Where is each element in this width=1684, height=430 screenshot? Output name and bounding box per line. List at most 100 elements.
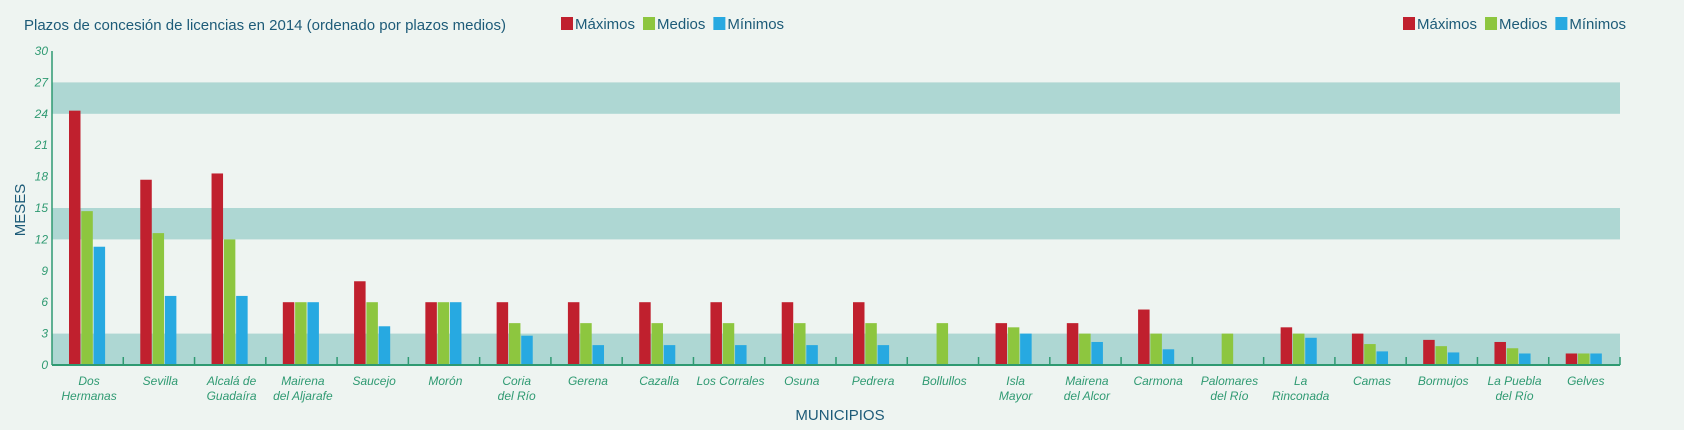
- x-tick-label: Morón: [428, 374, 462, 388]
- bar-medios: [1007, 327, 1020, 365]
- bar-medios: [437, 302, 450, 365]
- legend-label: Medios: [657, 16, 705, 33]
- x-tick-label: Bormujos: [1418, 374, 1469, 388]
- legend-right: Máximos Medios Mínimos: [1403, 16, 1626, 33]
- legend-label: Máximos: [575, 16, 635, 33]
- bar-máximos: [853, 302, 865, 365]
- bar-medios: [794, 323, 806, 365]
- bar-mínimos: [378, 326, 391, 365]
- x-tick-label: Isla Mayor: [999, 374, 1033, 403]
- x-tick-label: Osuna: [784, 374, 820, 388]
- y-tick-label: 24: [34, 107, 49, 121]
- legend-swatch: [561, 17, 573, 30]
- grid-bands: [52, 82, 1620, 365]
- bar-máximos: [995, 323, 1008, 365]
- x-axis-label: MUNICIPIOS: [795, 407, 884, 424]
- bar-mínimos: [449, 302, 462, 365]
- bar-mínimos: [1020, 333, 1032, 365]
- bar-máximos: [69, 110, 81, 365]
- y-tick-label: 21: [34, 138, 48, 152]
- bar-máximos: [282, 302, 295, 365]
- bar-máximos: [1494, 341, 1506, 365]
- bar-medios: [1150, 333, 1162, 365]
- bar-máximos: [1280, 327, 1293, 365]
- x-tick-label: La Puebla del Río: [1487, 374, 1541, 403]
- bar-medios: [580, 323, 592, 365]
- bar-mínimos: [1091, 341, 1103, 365]
- bars: [69, 110, 1602, 365]
- x-tick-label: Los Corrales: [696, 374, 764, 388]
- bar-máximos: [1351, 333, 1364, 365]
- legend-left: Máximos Medios Mínimos: [561, 16, 784, 33]
- y-axis-ticks: 0 3 6 9 12 15 18 21 24 27 30: [34, 44, 50, 372]
- bar-máximos: [639, 302, 651, 365]
- y-tick-label: 3: [41, 327, 48, 341]
- x-tick-label: Saucejo: [352, 374, 396, 388]
- grid-band: [52, 208, 1620, 240]
- bar-medios: [1079, 333, 1091, 365]
- x-tick-label: Palomares del Río: [1201, 374, 1258, 403]
- grid-band: [52, 82, 1620, 114]
- x-tick-label: Cazalla: [639, 374, 679, 388]
- bar-mínimos: [1162, 349, 1175, 365]
- x-tick-label: Alcalá de Guadaíra: [206, 374, 257, 403]
- grid-band: [52, 270, 1620, 303]
- bar-medios: [295, 302, 307, 365]
- bar-máximos: [1138, 309, 1150, 365]
- bar-mínimos: [1590, 353, 1602, 365]
- y-tick-label: 0: [41, 358, 48, 372]
- legend-label: Mínimos: [1569, 16, 1626, 33]
- x-tick-label: Camas: [1353, 374, 1391, 388]
- bar-mínimos: [592, 345, 605, 365]
- bar-máximos: [567, 302, 580, 365]
- legend-label: Máximos: [1417, 16, 1477, 33]
- bar-máximos: [710, 302, 722, 365]
- bar-mínimos: [521, 335, 533, 365]
- x-tick-label: Sevilla: [143, 374, 179, 388]
- bar-mínimos: [1376, 351, 1389, 365]
- bar-medios: [1435, 346, 1447, 365]
- bar-máximos: [496, 302, 509, 365]
- axes: [51, 51, 1621, 366]
- x-tick-label: Dos Hermanas: [61, 374, 116, 403]
- x-axis-ticks: Dos Hermanas Sevilla Alcalá de Guadaíra Maire…: [61, 374, 1604, 403]
- bar-mínimos: [877, 345, 890, 365]
- bar-máximos: [425, 302, 437, 365]
- bar-medios: [1292, 333, 1305, 365]
- y-tick-label: 12: [35, 232, 49, 246]
- y-tick-label: 9: [41, 264, 48, 278]
- legend-label: Medios: [1499, 16, 1547, 33]
- bar-mínimos: [93, 246, 106, 365]
- bar-mínimos: [307, 302, 319, 365]
- x-tick-label: Mairena del Aljarafe: [273, 374, 333, 403]
- bar-medios: [223, 239, 236, 365]
- y-tick-label: 30: [35, 44, 49, 58]
- bar-medios: [81, 211, 93, 365]
- legend-swatch: [1555, 17, 1568, 30]
- bar-mínimos: [1519, 353, 1531, 365]
- x-tick-label: Coria del Río: [498, 374, 536, 403]
- y-axis-label: MESES: [12, 184, 29, 237]
- bar-medios: [1364, 344, 1376, 365]
- bar-medios: [152, 233, 165, 365]
- bar-máximos: [1066, 323, 1079, 365]
- legend-swatch: [1403, 17, 1415, 30]
- bar-medios: [508, 323, 521, 365]
- x-tick-label: Carmona: [1133, 374, 1183, 388]
- bar-mínimos: [164, 295, 177, 365]
- bar-mínimos: [735, 345, 747, 365]
- chart-title: Plazos de concesión de licencias en 2014…: [24, 17, 506, 34]
- bar-medios: [722, 323, 735, 365]
- bar-medios: [865, 323, 877, 365]
- bar-medios: [651, 323, 663, 365]
- x-tick-label: Gelves: [1567, 374, 1604, 388]
- bar-mínimos: [806, 345, 818, 365]
- bar-mínimos: [1447, 352, 1460, 365]
- y-tick-label: 18: [35, 170, 49, 184]
- bar-medios: [1578, 353, 1590, 365]
- x-tick-label: Bollullos: [922, 374, 967, 388]
- x-tick-label: Mairena del Alcor: [1064, 374, 1111, 403]
- x-tick-label: Pedrera: [852, 374, 895, 388]
